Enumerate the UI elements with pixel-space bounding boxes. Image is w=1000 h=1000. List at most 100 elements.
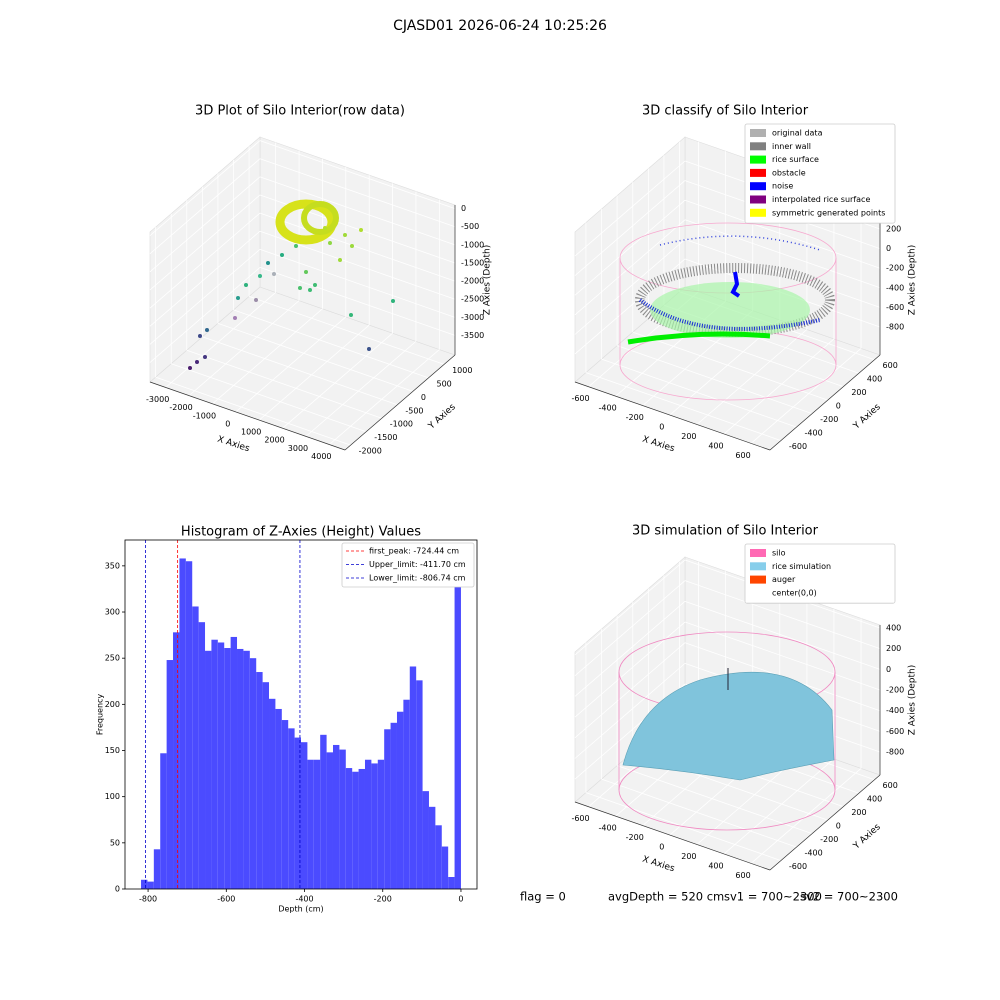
- decoration-shape: [391, 299, 395, 303]
- y-tick-label: 300: [105, 608, 120, 617]
- grid-line: [574, 199, 686, 296]
- decoration-shape: [308, 288, 312, 292]
- x-axis-label: Depth (cm): [278, 905, 323, 914]
- bar: [185, 561, 193, 889]
- bar: [249, 658, 257, 889]
- grid-line: [684, 621, 881, 691]
- grid-line: [574, 160, 686, 257]
- bar: [294, 737, 301, 889]
- y-tick-label: -400: [805, 429, 823, 438]
- y-tick-label: -200: [820, 835, 838, 844]
- grid-line: [574, 601, 686, 697]
- x-tick-label: -3000: [146, 395, 169, 404]
- x-tick-label: -400: [599, 404, 617, 413]
- bar: [448, 876, 455, 889]
- y-tick-label: -2000: [359, 447, 382, 456]
- y-tick-label: -600: [789, 862, 807, 871]
- grid-line: [684, 600, 881, 670]
- grid-line: [188, 300, 300, 396]
- bar: [371, 763, 378, 889]
- grid-line: [217, 322, 414, 392]
- z-tick-label: -1000: [461, 240, 484, 249]
- legend-swatch: [750, 575, 766, 584]
- bar: [262, 682, 270, 889]
- grid-line: [574, 621, 686, 718]
- bar: [339, 749, 346, 889]
- z-tick-label: 0: [461, 204, 466, 213]
- x-tick-label: 1000: [241, 428, 261, 437]
- decoration-shape: [294, 244, 298, 248]
- z-tick-label: 0: [886, 244, 891, 253]
- bar: [403, 699, 410, 889]
- grid-line: [235, 316, 347, 413]
- bar: [230, 636, 238, 889]
- legend-label: auger: [772, 575, 796, 584]
- grid-line: [149, 158, 261, 255]
- x-tick-label: 0: [659, 843, 664, 852]
- z-tick-label: -3500: [461, 331, 484, 340]
- y-tick-label: 100: [105, 792, 120, 801]
- y-tick-label: -200: [820, 415, 838, 424]
- z-tick-label: 400: [886, 623, 901, 632]
- bar: [332, 744, 340, 889]
- z-tick-label: 0: [886, 665, 891, 674]
- y-tick-label: 200: [851, 388, 866, 397]
- grid-line: [233, 309, 429, 379]
- grid-line: [750, 768, 862, 864]
- bar: [320, 734, 327, 889]
- legend-label: obstacle: [772, 168, 806, 177]
- x-tick-label: 400: [708, 441, 723, 450]
- decoration-shape: [198, 334, 202, 338]
- x-tick-label: 0: [659, 423, 664, 432]
- z-tick-label: 200: [886, 225, 901, 234]
- bar: [281, 720, 289, 889]
- y-tick-label: 250: [105, 654, 120, 663]
- bar: [198, 622, 206, 889]
- plot-title: 3D classify of Silo Interior: [642, 104, 809, 119]
- legend-label: silo: [772, 549, 786, 558]
- x-tick-label: -200: [626, 413, 644, 422]
- grid-line: [601, 358, 797, 428]
- decoration-shape: [359, 228, 363, 232]
- legend-label: Lower_limit: -806.74 cm: [369, 574, 466, 583]
- x-tick-label: 400: [708, 861, 723, 870]
- y-tick-label: 350: [105, 561, 120, 570]
- y-tick-label: 200: [105, 700, 120, 709]
- grid-line: [259, 230, 456, 300]
- x-tick-label: -2000: [169, 403, 192, 412]
- axis-line: [344, 354, 456, 451]
- decoration-shape: [266, 261, 270, 265]
- legend-swatch: [750, 208, 766, 217]
- axis-line: [769, 354, 881, 451]
- x-axis-label: X Axies: [641, 435, 676, 455]
- legend-swatch: [750, 549, 766, 557]
- bar: [301, 742, 308, 889]
- bar: [364, 759, 372, 889]
- legend-swatch: [750, 142, 766, 151]
- x-tick-label: -200: [626, 833, 644, 842]
- y-tick-label: 50: [110, 838, 120, 847]
- grid-line: [171, 363, 367, 433]
- y-tick-label: 0: [836, 402, 841, 411]
- decoration-shape: [627, 331, 771, 345]
- legend-label: inner wall: [772, 142, 811, 151]
- y-tick-label: -1000: [390, 420, 413, 429]
- decoration-shape: [304, 270, 308, 274]
- grid-line: [616, 345, 813, 414]
- z-tick-label: 200: [886, 644, 901, 653]
- decoration-shape: [272, 272, 276, 276]
- axis-line: [574, 801, 771, 871]
- y-tick-label: 600: [883, 781, 898, 790]
- decoration-shape: [367, 347, 371, 351]
- grid-line: [684, 219, 881, 289]
- bar: [256, 672, 263, 889]
- decoration-shape: [328, 241, 332, 245]
- grid-line: [574, 580, 686, 676]
- grid-line: [723, 338, 835, 435]
- decoration-shape: [659, 235, 821, 251]
- grid-line: [149, 176, 261, 273]
- grid-line: [258, 324, 370, 421]
- decoration-shape: [343, 233, 347, 237]
- bar: [205, 650, 212, 889]
- z-axis-label: Z Axies (Depth): [908, 245, 918, 316]
